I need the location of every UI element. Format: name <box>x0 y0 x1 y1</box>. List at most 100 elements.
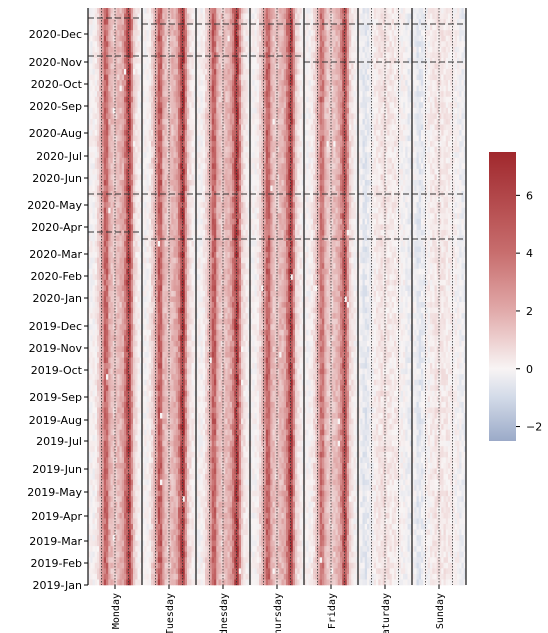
heatmap-cell <box>120 435 123 441</box>
heatmap-cell <box>147 330 150 336</box>
heatmap-cell <box>174 163 177 169</box>
heatmap-cell <box>138 25 141 31</box>
heatmap-cell <box>147 119 150 125</box>
heatmap-cell <box>93 502 96 508</box>
heatmap-cell <box>178 152 181 158</box>
heatmap-cell <box>120 374 123 380</box>
heatmap-cell <box>189 524 192 530</box>
heatmap-cell <box>192 480 195 486</box>
heatmap-cell <box>151 530 154 536</box>
heatmap-cell <box>160 274 163 280</box>
heatmap-cell <box>117 330 120 336</box>
heatmap-cell <box>131 125 134 131</box>
heatmap-cell <box>106 102 109 108</box>
heatmap-cell <box>189 235 192 241</box>
heatmap-cell <box>192 430 195 436</box>
heatmap-cell <box>185 396 188 402</box>
heatmap-cell <box>95 468 98 474</box>
heatmap-cell <box>176 402 179 408</box>
heatmap-cell <box>171 25 174 31</box>
heatmap-cell <box>97 480 100 486</box>
heatmap-cell <box>135 230 138 236</box>
heatmap-cell <box>165 86 168 92</box>
heatmap-cell <box>176 507 179 513</box>
heatmap-cell <box>151 235 154 241</box>
heatmap-cell <box>178 513 181 519</box>
heatmap-cell <box>131 330 134 336</box>
heatmap-cell <box>133 152 136 158</box>
heatmap-cell <box>133 463 136 469</box>
heatmap-cell <box>192 285 195 291</box>
heatmap-cell <box>131 419 134 425</box>
heatmap-cell <box>93 75 96 81</box>
heatmap-cell <box>122 8 125 14</box>
heatmap-cell <box>189 346 192 352</box>
heatmap-cell <box>144 213 147 219</box>
heatmap-cell <box>189 324 192 330</box>
heatmap-cell <box>185 324 188 330</box>
heatmap-cell <box>97 369 100 375</box>
heatmap-cell <box>189 86 192 92</box>
heatmap-cell <box>133 36 136 42</box>
heatmap-cell <box>131 313 134 319</box>
heatmap-cell <box>106 252 109 258</box>
heatmap-cell <box>104 468 107 474</box>
heatmap-cell <box>165 369 168 375</box>
heatmap-cell <box>97 391 100 397</box>
heatmap-cell <box>122 419 125 425</box>
heatmap-cell <box>174 247 177 253</box>
heatmap-cell <box>147 186 150 192</box>
heatmap-cell <box>120 186 123 192</box>
heatmap-cell <box>93 141 96 147</box>
heatmap-cell <box>117 391 120 397</box>
heatmap-cell <box>133 552 136 558</box>
heatmap-cell <box>171 52 174 58</box>
heatmap-cell <box>135 474 138 480</box>
heatmap-cell <box>151 186 154 192</box>
heatmap-cell <box>147 335 150 341</box>
heatmap-cell <box>124 130 127 136</box>
heatmap-cell <box>122 302 125 308</box>
heatmap-cell <box>149 557 152 563</box>
heatmap-cell <box>138 36 141 42</box>
heatmap-cell <box>144 8 147 14</box>
heatmap-cell <box>192 424 195 430</box>
heatmap-cell <box>144 108 147 114</box>
heatmap-cell <box>138 241 141 247</box>
heatmap-cell <box>176 36 179 42</box>
heatmap-cell <box>108 152 111 158</box>
heatmap-cell <box>104 235 107 241</box>
heatmap-cell <box>133 213 136 219</box>
heatmap-cell <box>165 563 168 569</box>
heatmap-cell <box>187 413 190 419</box>
heatmap-cell <box>160 152 163 158</box>
heatmap-cell <box>178 496 181 502</box>
heatmap-cell <box>135 346 138 352</box>
heatmap-cell <box>117 252 120 258</box>
heatmap-cell <box>187 491 190 497</box>
heatmap-cell <box>192 419 195 425</box>
heatmap-cell <box>90 518 93 524</box>
heatmap-cell <box>90 230 93 236</box>
heatmap-cell <box>133 8 136 14</box>
heatmap-cell <box>122 130 125 136</box>
heatmap-cell <box>131 52 134 58</box>
heatmap-cell <box>174 369 177 375</box>
heatmap-cell <box>90 180 93 186</box>
heatmap-cell <box>147 25 150 31</box>
heatmap-cell <box>189 513 192 519</box>
heatmap-cell <box>149 568 152 574</box>
heatmap-cell <box>120 86 123 92</box>
heatmap-cell <box>189 463 192 469</box>
heatmap-cell <box>187 102 190 108</box>
heatmap-cell <box>189 568 192 574</box>
heatmap-cell <box>185 108 188 114</box>
heatmap-cell <box>90 285 93 291</box>
heatmap-cell <box>187 441 190 447</box>
heatmap-cell <box>131 463 134 469</box>
heatmap-cell <box>174 30 177 36</box>
heatmap-cell <box>147 352 150 358</box>
heatmap-cell <box>187 285 190 291</box>
heatmap-cell <box>135 507 138 513</box>
heatmap-cell <box>104 14 107 20</box>
